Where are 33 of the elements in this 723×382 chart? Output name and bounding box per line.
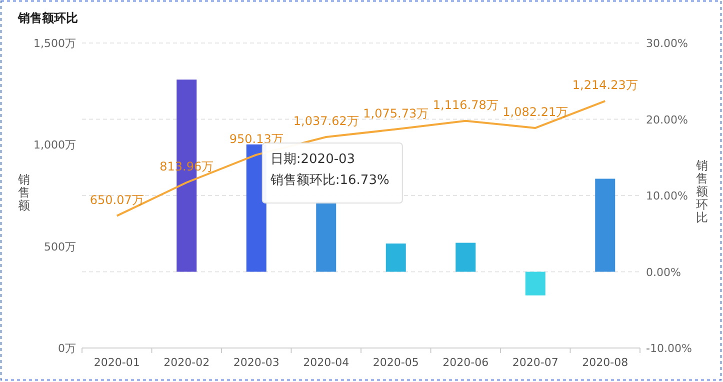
data-label: 1,075.73万	[363, 106, 429, 120]
x-tick-label: 2020-07	[512, 356, 558, 369]
y-axis-title: 销售额	[17, 172, 30, 212]
y2-axis-title: 销售额环比	[695, 158, 708, 224]
x-tick-label: 2020-08	[582, 356, 628, 369]
bar	[316, 202, 336, 272]
x-tick-label: 2020-05	[372, 356, 419, 369]
x-tick-label: 2020-04	[303, 356, 350, 369]
data-label: 650.07万	[90, 192, 144, 207]
bar	[386, 244, 406, 272]
y-tick-label: 0万	[58, 342, 76, 355]
x-tick-label: 2020-06	[442, 356, 489, 369]
annotation: 日期:2020-03	[270, 152, 356, 167]
y2-tick-label: -10.00%	[646, 342, 692, 355]
x-tick-label: 2020-01	[94, 356, 140, 369]
chart-title: 销售额环比	[17, 11, 78, 25]
x-tick-label: 2020-02	[164, 356, 210, 369]
y2-tick-label: 20.00%	[646, 113, 688, 126]
y2-tick-label: 10.00%	[646, 190, 688, 202]
data-label: 1,116.78万	[432, 98, 498, 112]
data-label: 1,214.23万	[572, 78, 638, 92]
data-label: 1,037.62万	[293, 114, 359, 128]
bar	[595, 178, 616, 272]
y-tick-label: 1,500万	[34, 37, 76, 50]
annotation: 销售额环比:16.73%	[269, 173, 390, 188]
y-tick-label: 1,000万	[34, 138, 76, 152]
bar	[525, 272, 546, 296]
bar	[456, 242, 476, 272]
x-tick-label: 2020-03	[233, 356, 280, 369]
data-label: 1,082.21万	[502, 104, 568, 119]
y-tick-label: 500万	[44, 240, 76, 254]
y2-tick-label: 30.00%	[646, 37, 688, 50]
y2-tick-label: 0.00%	[646, 266, 681, 279]
